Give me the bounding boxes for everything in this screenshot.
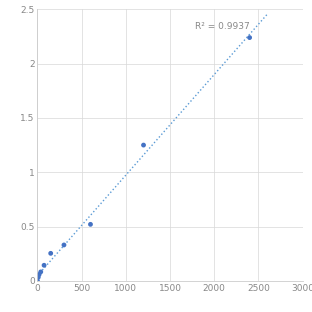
Point xyxy=(37,272,41,277)
Point xyxy=(36,275,41,280)
Point xyxy=(61,242,66,247)
Text: R² = 0.9937: R² = 0.9937 xyxy=(195,22,250,32)
Point xyxy=(38,269,43,274)
Point xyxy=(247,35,252,40)
Point xyxy=(88,222,93,227)
Point xyxy=(35,278,40,283)
Point xyxy=(41,263,46,268)
Point xyxy=(48,251,53,256)
Point xyxy=(141,143,146,148)
